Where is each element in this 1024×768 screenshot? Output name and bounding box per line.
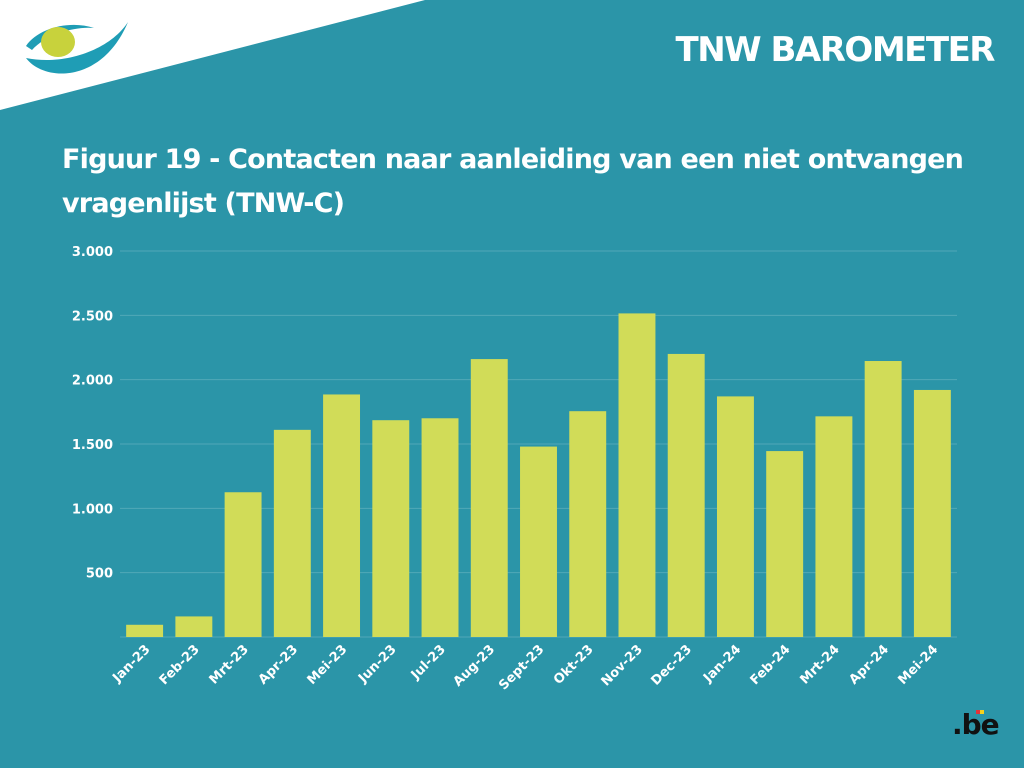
x-tick-label: Sept-23 (496, 642, 547, 693)
organization-logo (26, 22, 128, 74)
x-tick-label: Nov-23 (599, 642, 646, 689)
bar (470, 359, 508, 637)
y-tick-label: 2.000 (72, 374, 113, 389)
be-logo-text: .be (952, 708, 999, 741)
x-tick-label: Mei-23 (305, 642, 351, 688)
bar (421, 418, 459, 637)
y-tick-label: 500 (86, 567, 113, 582)
x-tick-label: Okt-23 (551, 642, 597, 688)
bar (618, 313, 656, 637)
bar (224, 492, 262, 637)
bar (520, 446, 557, 637)
bar (569, 411, 607, 637)
y-tick-label: 1.500 (72, 438, 113, 453)
bar (372, 420, 410, 637)
x-tick-label: Feb-24 (748, 642, 794, 688)
x-tick-label: Jan-23 (109, 642, 153, 686)
logo-eye-icon (26, 22, 128, 74)
x-tick-label: Mei-24 (895, 642, 941, 688)
bar (766, 451, 804, 637)
y-tick-label: 3.000 (72, 245, 113, 260)
bar (175, 616, 213, 637)
be-logo-flag-yellow (980, 710, 984, 714)
bar (273, 429, 311, 637)
x-tick-label: Jan-24 (700, 642, 744, 686)
corner-white-shape (0, 0, 425, 110)
x-tick-label: Aug-23 (451, 642, 498, 689)
bar (864, 361, 902, 637)
bar (667, 353, 705, 637)
brand-title: TNW BAROMETER (675, 30, 996, 70)
be-logo: .be (952, 708, 1000, 741)
bar (913, 389, 951, 637)
bar (815, 416, 853, 637)
figure-title: Figuur 19 - Contacten naar aanleiding va… (62, 144, 964, 219)
bar (126, 624, 164, 637)
bar (323, 394, 361, 637)
x-tick-label: Mrt-23 (207, 642, 252, 687)
y-tick-label: 2.500 (72, 309, 113, 324)
x-tick-label: Dec-23 (648, 642, 695, 689)
x-tick-label: Feb-23 (157, 642, 203, 688)
x-tick-label: Jul-23 (408, 642, 449, 683)
be-logo-flag-red (976, 710, 980, 714)
x-tick-label: Apr-24 (847, 642, 892, 687)
y-tick-label: 1.000 (72, 502, 113, 517)
x-tick-label: Mrt-24 (797, 642, 842, 687)
x-tick-label: Apr-23 (256, 642, 301, 687)
bar (716, 396, 754, 637)
x-tick-label: Jun-23 (355, 642, 399, 686)
